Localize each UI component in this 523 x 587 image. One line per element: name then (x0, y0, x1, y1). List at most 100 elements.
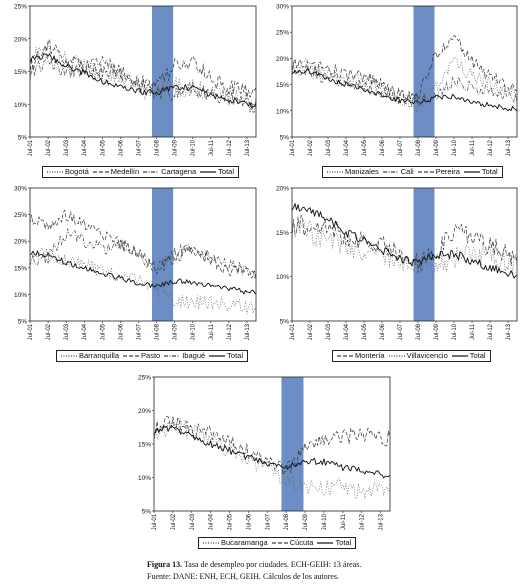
x-tick-label: Jul-09 (173, 139, 179, 156)
legend-item: Cúcuta (271, 538, 313, 548)
x-tick-label: Jul-12 (488, 139, 494, 156)
x-tick-label: Jul-12 (227, 323, 233, 340)
chart-5-plot: 5% 10% 15% 20% 25% Jul-01 Jul-02 Jul-03 Jul-04 Ju… (138, 375, 391, 530)
x-tick-label: Jul-03 (64, 139, 70, 156)
y-tick-label: 20% (276, 56, 289, 63)
series-line-total (153, 424, 391, 479)
legend-item: Medellín (92, 167, 140, 177)
chart-1-plot: 5% 10% 15% 20% 25% Jul-01 Jul-02 Jul-03 Jul-04 Ju… (14, 4, 257, 156)
chart-panel-2: 5% 10% 15% 20% 25% 30% Jul-01 Jul-02 Jul-03 Jul-0… (262, 0, 523, 182)
legend-label: Total (227, 351, 244, 360)
x-tick-label: Jul-08 (284, 513, 290, 530)
x-tick-label: Jul-02 (46, 139, 52, 156)
series-line-total (29, 53, 257, 109)
x-tick-label: Jul-06 (118, 139, 124, 156)
x-tick-label: Jul-08 (416, 139, 422, 156)
legend-item: Montería (337, 351, 385, 361)
shaded-period-band (152, 6, 174, 137)
x-tick-label: Jul-08 (416, 323, 422, 340)
legend-item: Ibagué (164, 351, 205, 361)
y-tick-label: 25% (276, 30, 289, 37)
x-tick-label: Jul-01 (290, 323, 296, 340)
legend-label: Pereira (435, 167, 460, 176)
shaded-period-band (413, 6, 435, 137)
chart-3-legend: Barranquilla Pasto Ibagué Total (56, 350, 249, 362)
x-tick-label: Jul-01 (28, 323, 34, 340)
x-tick-label: Jul-13 (245, 323, 251, 340)
figure-source: Fuente: DANE: ENH, ECH, GEIH. Cálculos d… (147, 572, 339, 581)
legend-item: Pasto (123, 351, 160, 361)
x-tick-label: Jul-10 (452, 139, 458, 156)
legend-item: Cali (382, 167, 414, 177)
y-tick-label: 10% (276, 108, 289, 115)
x-tick-label: Jul-04 (82, 323, 88, 340)
series-line-pasto (29, 209, 257, 280)
x-tick-label: Jul-10 (191, 139, 197, 156)
x-tick-label: Jul-04 (344, 139, 350, 156)
x-tick-label: Jul-10 (191, 323, 197, 340)
y-tick-label: 10% (138, 475, 151, 482)
legend-label: Bogotá (65, 167, 89, 176)
x-tick-label: Jul-05 (100, 139, 106, 156)
x-tick-label: Jul-09 (434, 139, 440, 156)
y-tick-label: 10% (276, 274, 289, 281)
chart-panel-1: 5% 10% 15% 20% 25% Jul-01 Jul-02 Jul-03 Jul-04 Ju… (0, 0, 262, 182)
legend-label: Villavicencio (406, 351, 448, 360)
y-tick-label: 20% (14, 36, 27, 43)
x-tick-label: Jul-08 (155, 139, 161, 156)
series-line-barranquilla (29, 247, 257, 315)
legend-label: Pasto (141, 351, 161, 360)
series-line-medellin (29, 39, 257, 98)
y-tick-label: 25% (138, 375, 151, 382)
legend-label: Total (335, 538, 352, 547)
x-tick-label: Jul-07 (136, 139, 142, 156)
legend-label: Medellín (110, 167, 140, 176)
x-tick-label: Jul-06 (380, 139, 386, 156)
series-line-cucuta (153, 415, 391, 475)
figure-caption: Figura 13. Tasa de desempleo por ciudade… (147, 560, 361, 569)
x-tick-label: Jul-02 (308, 323, 314, 340)
x-tick-label: Jul-13 (245, 139, 251, 156)
x-tick-label: Jul-09 (173, 323, 179, 340)
legend-item: Bogotá (47, 167, 89, 177)
x-tick-label: Jul-10 (452, 323, 458, 340)
y-tick-label: 5% (280, 319, 290, 326)
series-line-total (291, 203, 518, 279)
plot-frame (291, 5, 518, 138)
y-tick-label: 5% (18, 135, 28, 142)
x-tick-label: Jul-11 (470, 139, 476, 156)
chart-panel-5: 5% 10% 15% 20% 25% Jul-01 Jul-02 Jul-03 Jul-04 Ju… (122, 371, 400, 553)
shaded-period-band (281, 377, 304, 511)
legend-label: Ibagué (182, 351, 206, 360)
legend-label: Barranquilla (79, 351, 120, 360)
x-tick-label: Jul-04 (82, 139, 88, 156)
figure-label: Figura 13. (147, 560, 183, 569)
x-tick-label: Jul-11 (470, 323, 476, 340)
chart-2-legend: Manizales Cali Pereira Total (322, 166, 503, 178)
y-tick-label: 15% (276, 230, 289, 237)
x-tick-label: Jul-12 (227, 139, 233, 156)
legend-item: Total (451, 351, 486, 361)
y-tick-label: 20% (138, 408, 151, 415)
x-tick-label: Jul-07 (398, 323, 404, 340)
legend-label: Montería (355, 351, 385, 360)
x-tick-label: Jul-07 (136, 323, 142, 340)
series-line-pereira (291, 35, 518, 101)
legend-item: Total (463, 167, 498, 177)
x-tick-label: Jul-12 (360, 513, 366, 530)
x-tick-label: Jul-12 (488, 323, 494, 340)
legend-label: Bucaramanga (221, 538, 268, 547)
x-tick-label: Jul-13 (506, 323, 512, 340)
y-tick-label: 10% (14, 292, 27, 299)
x-tick-label: Jul-08 (155, 323, 161, 340)
legend-item: Total (200, 167, 234, 177)
series-line-manizales (291, 56, 518, 113)
legend-label: Total (469, 351, 486, 360)
y-tick-label: 25% (14, 212, 27, 219)
series-line-total (29, 250, 257, 295)
chart-panel-3: 5% 10% 15% 20% 25% 30% Jul-01 Jul-02 Jul-03 Jul-0… (0, 182, 262, 364)
x-tick-label: Jul-07 (265, 513, 271, 530)
figure-title: Tasa de desempleo por ciudades. ECH-GEIH… (183, 560, 362, 569)
legend-item: Bucaramanga (203, 538, 268, 548)
x-tick-label: Jul-01 (290, 139, 296, 156)
